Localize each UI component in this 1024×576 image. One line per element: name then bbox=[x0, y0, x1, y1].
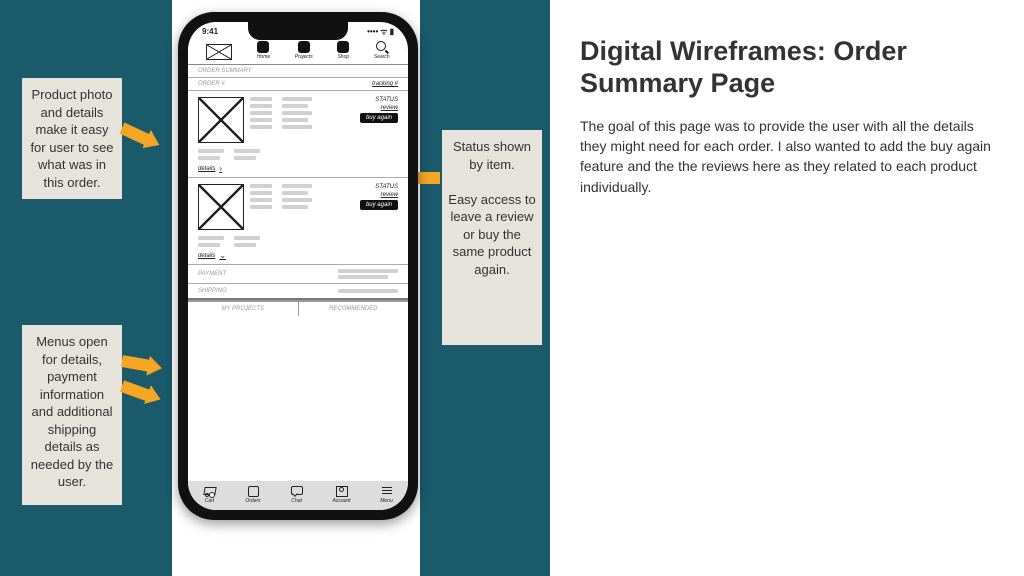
chevron-down-icon: ⌄ bbox=[219, 251, 226, 260]
chevron-right-icon: › bbox=[219, 164, 222, 173]
logo[interactable] bbox=[206, 44, 232, 60]
search-icon bbox=[376, 41, 388, 53]
status-icons: ••••ᯤ▮ bbox=[367, 26, 394, 37]
nav-label: Orders bbox=[245, 498, 260, 504]
account-icon bbox=[335, 485, 349, 497]
order-header: ORDER # tracking # bbox=[188, 78, 408, 91]
details-toggle[interactable]: details › bbox=[188, 162, 408, 178]
nav-chat[interactable]: Chat bbox=[290, 485, 304, 504]
nav-projects[interactable]: Projects bbox=[295, 41, 313, 60]
shipping-row[interactable]: SHIPPING bbox=[188, 284, 408, 300]
page-title: Digital Wireframes: Order Summary Page bbox=[580, 35, 994, 100]
review-link[interactable]: review bbox=[381, 105, 398, 111]
item-sublines bbox=[188, 145, 408, 162]
product-thumb[interactable] bbox=[198, 97, 244, 143]
nav-label: Menu bbox=[380, 498, 393, 504]
nav-label: Search bbox=[374, 54, 390, 60]
projects-icon bbox=[298, 41, 310, 53]
page-body: The goal of this page was to provide the… bbox=[580, 116, 994, 197]
nav-label: Projects bbox=[295, 54, 313, 60]
review-link[interactable]: review bbox=[381, 192, 398, 198]
item-sublines bbox=[188, 232, 408, 249]
status-label: STATUS bbox=[375, 97, 398, 103]
note-product: Product photo and details make it easy f… bbox=[22, 78, 122, 199]
description-panel: Digital Wireframes: Order Summary Page T… bbox=[580, 35, 994, 197]
home-icon bbox=[257, 41, 269, 53]
buy-again-button[interactable]: buy again bbox=[360, 113, 398, 123]
details-label: details bbox=[198, 253, 215, 259]
clock: 9:41 bbox=[202, 27, 218, 36]
note-menus: Menus open for details, payment informat… bbox=[22, 325, 122, 505]
nav-menu[interactable]: Menu bbox=[380, 485, 394, 504]
status-label: STATUS bbox=[375, 184, 398, 190]
tab-recommended[interactable]: RECOMMENDED bbox=[299, 302, 409, 316]
top-nav: Home Projects Shop Search bbox=[188, 39, 408, 65]
nav-label: Shop bbox=[337, 54, 349, 60]
tracking-link[interactable]: tracking # bbox=[372, 81, 398, 87]
nav-label: Cart bbox=[205, 498, 214, 504]
bottom-tabs: MY PROJECTS RECOMMENDED bbox=[188, 300, 408, 316]
nav-label: Chat bbox=[291, 498, 302, 504]
phone-screen: 9:41 ••••ᯤ▮ Home Projects Shop Search OR… bbox=[188, 22, 408, 510]
payment-label: PAYMENT bbox=[198, 271, 226, 277]
chat-icon bbox=[290, 485, 304, 497]
menu-icon bbox=[380, 485, 394, 497]
tab-my-projects[interactable]: MY PROJECTS bbox=[188, 302, 299, 316]
phone-frame: 9:41 ••••ᯤ▮ Home Projects Shop Search OR… bbox=[178, 12, 418, 520]
nav-label: Home bbox=[257, 54, 270, 60]
note-status: Status shown by item. Easy access to lea… bbox=[442, 130, 542, 345]
product-thumb[interactable] bbox=[198, 184, 244, 230]
nav-shop[interactable]: Shop bbox=[337, 41, 349, 60]
nav-cart[interactable]: Cart bbox=[202, 485, 216, 504]
order-item: STATUS review buy again bbox=[188, 91, 408, 145]
nav-search[interactable]: Search bbox=[374, 41, 390, 60]
orders-icon bbox=[246, 485, 260, 497]
details-label: details bbox=[198, 166, 215, 172]
bottom-nav: Cart Orders Chat Account Menu bbox=[188, 481, 408, 510]
shipping-label: SHIPPING bbox=[198, 288, 227, 294]
cart-icon bbox=[202, 485, 216, 497]
nav-orders[interactable]: Orders bbox=[245, 485, 260, 504]
nav-account[interactable]: Account bbox=[333, 485, 351, 504]
notch bbox=[248, 22, 348, 40]
payment-row[interactable]: PAYMENT bbox=[188, 265, 408, 284]
nav-label: Account bbox=[333, 498, 351, 504]
nav-home[interactable]: Home bbox=[257, 41, 270, 60]
shop-icon bbox=[337, 41, 349, 53]
order-item: STATUS review buy again bbox=[188, 178, 408, 232]
order-number-label: ORDER # bbox=[198, 81, 225, 87]
section-header: ORDER SUMMARY bbox=[188, 65, 408, 78]
buy-again-button[interactable]: buy again bbox=[360, 200, 398, 210]
details-toggle[interactable]: details ⌄ bbox=[188, 249, 408, 265]
